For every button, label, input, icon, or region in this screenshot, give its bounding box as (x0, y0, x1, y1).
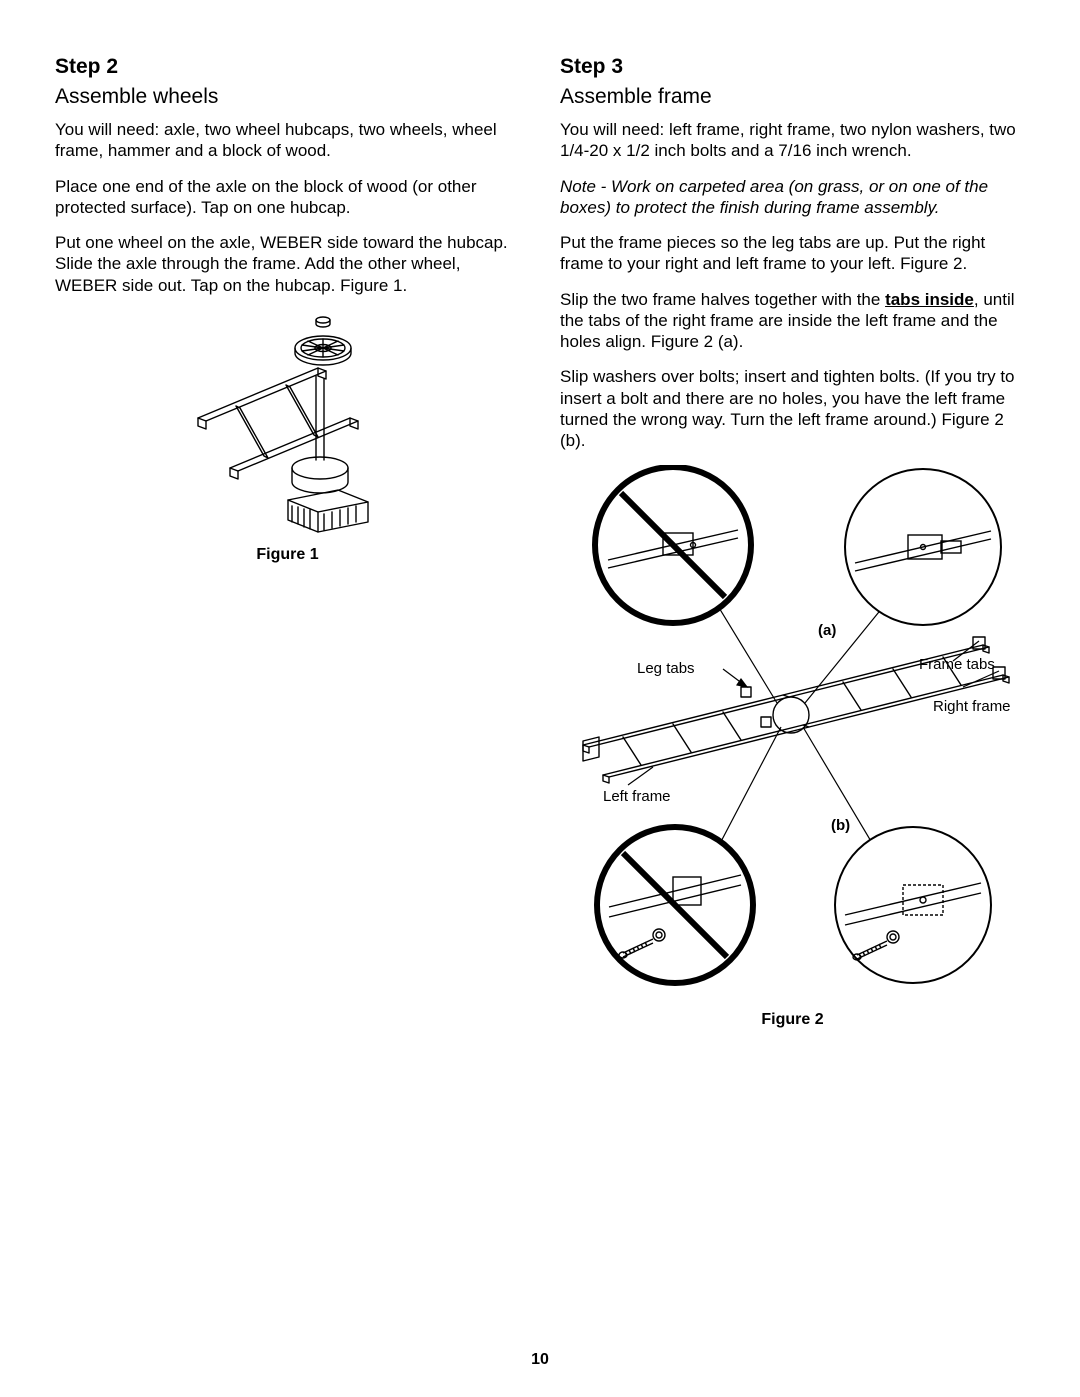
step2-heading: Step 2 (55, 55, 520, 79)
step2-p1: You will need: axle, two wheel hubcaps, … (55, 119, 520, 162)
step3-p1: You will need: left frame, right frame, … (560, 119, 1025, 162)
left-column: Step 2 Assemble wheels You will need: ax… (55, 55, 520, 1029)
step3-note: Note - Work on carpeted area (on grass, … (560, 176, 1025, 219)
label-frame-tabs: Frame tabs (919, 656, 995, 673)
figure1-diagram (168, 310, 408, 540)
step2-p3: Put one wheel on the axle, WEBER side to… (55, 232, 520, 296)
figure2-wrap: (a) (b) Leg tabs Frame tabs Right frame … (560, 465, 1025, 1029)
step3-p2: Put the frame pieces so the leg tabs are… (560, 232, 1025, 275)
figure2-caption: Figure 2 (560, 1011, 1025, 1029)
right-column: Step 3 Assemble frame You will need: lef… (560, 55, 1025, 1029)
label-right-frame: Right frame (933, 698, 1011, 715)
figure1-wrap: Figure 1 (55, 310, 520, 564)
step3-p3: Slip the two frame halves together with … (560, 289, 1025, 353)
step3-p4: Slip washers over bolts; insert and tigh… (560, 366, 1025, 451)
step3-title: Assemble frame (560, 85, 1025, 109)
figure2-diagram: (a) (b) Leg tabs Frame tabs Right frame … (563, 465, 1023, 1005)
label-a: (a) (818, 622, 836, 639)
label-leg-tabs: Leg tabs (637, 660, 695, 677)
page-number: 10 (0, 1351, 1080, 1369)
label-left-frame: Left frame (603, 788, 671, 805)
manual-page: Step 2 Assemble wheels You will need: ax… (0, 0, 1080, 1029)
step3-heading: Step 3 (560, 55, 1025, 79)
step2-title: Assemble wheels (55, 85, 520, 109)
step2-p2: Place one end of the axle on the block o… (55, 176, 520, 219)
label-b: (b) (831, 817, 850, 834)
figure1-caption: Figure 1 (55, 546, 520, 564)
